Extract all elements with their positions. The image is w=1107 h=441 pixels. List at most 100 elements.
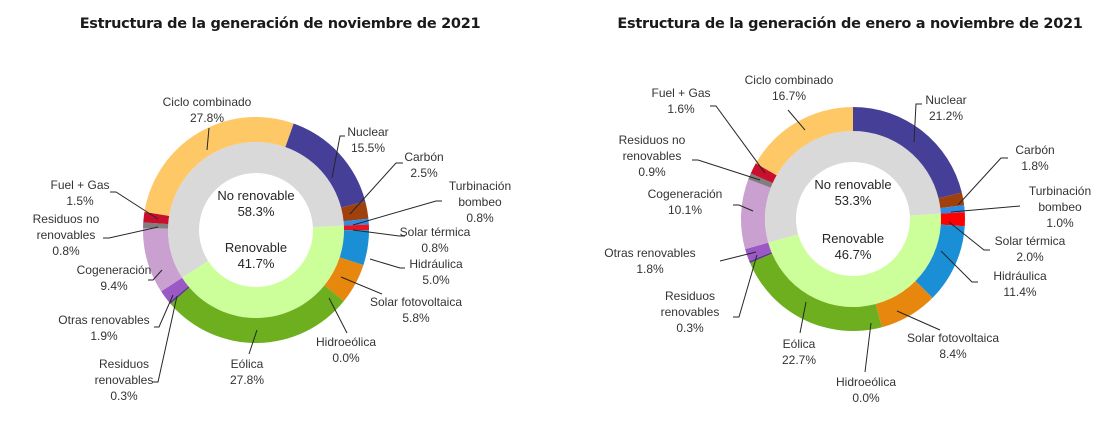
label-value: 1.0%	[1046, 216, 1074, 230]
leader-line-ciclo-combinado	[787, 109, 806, 131]
label-value: 9.4%	[100, 279, 128, 293]
data-label-solar-termica: Solar térmica 2.0%	[995, 234, 1066, 264]
slice-otras-renovables	[745, 242, 772, 262]
inner-label-no-renovable: No renovable	[814, 177, 891, 192]
donut-chart-january-november: Estructura de la generación de enero a n…	[604, 16, 1091, 405]
slice-residuos-no-renovables	[143, 222, 169, 229]
label-name: Solar térmica	[400, 225, 471, 239]
slice-residuos-renovables	[169, 286, 190, 304]
label-name: Carbón	[1015, 143, 1054, 157]
label-name: Residuos	[99, 357, 149, 371]
data-label-ciclo-combinado: Ciclo combinado 16.7%	[745, 73, 834, 103]
label-value: 21.2%	[929, 109, 963, 123]
data-label-residuos-renovables: Residuos renovables 0.3%	[95, 357, 154, 403]
label-value: 16.7%	[772, 89, 806, 103]
label-value: 1.8%	[1021, 159, 1049, 173]
label-value: 8.4%	[939, 347, 967, 361]
label-name: renovables	[95, 373, 154, 387]
data-label-nuclear: Nuclear 21.2%	[925, 93, 966, 123]
slice-hidraulica	[339, 230, 369, 266]
label-name: bombeo	[458, 195, 502, 209]
label-value: 2.0%	[1016, 250, 1044, 264]
slice-otras-renovables	[161, 277, 189, 303]
data-labels: Nuclear 15.5% Carbón 2.5% Turbinación bombeo 0…	[33, 95, 511, 403]
inner-label-renovable: Renovable	[822, 231, 884, 246]
leader-line-eolica	[248, 329, 258, 355]
inner-value-renovable: 46.7%	[835, 247, 872, 262]
label-name: renovables	[37, 228, 96, 242]
data-label-residuos-no-renovables: Residuos no renovables 0.8%	[33, 212, 100, 258]
leader-line-turbinacion-bombeo	[950, 205, 1021, 213]
inner-label-no-renovable: No renovable	[217, 188, 294, 203]
leader-line-fuel-plus-gas	[110, 191, 159, 220]
label-value: 22.7%	[782, 353, 816, 367]
slice-solar-termica	[940, 212, 966, 227]
leader-line-solar-fotovoltaica	[896, 310, 941, 331]
leader-line-solar-termica	[948, 221, 990, 251]
leader-line-residuos-no-renovables	[103, 226, 159, 239]
leader-line-nuclear	[913, 103, 922, 143]
data-labels: Nuclear 21.2% Carbón 1.8% Turbinación bombeo 1…	[604, 73, 1091, 405]
label-name: Residuos	[665, 289, 715, 303]
label-name: renovables	[661, 305, 720, 319]
label-value: 0.8%	[466, 211, 494, 225]
label-value: 5.0%	[422, 273, 450, 287]
slice-residuos-no-renovables	[748, 173, 773, 188]
label-name: Otras renovables	[58, 313, 149, 327]
leader-line-residuos-renovables	[733, 254, 758, 318]
outer-ring	[741, 107, 966, 331]
data-label-eolica: Eólica 27.8%	[230, 357, 264, 387]
data-label-eolica: Eólica 22.7%	[782, 337, 816, 367]
leader-line-carbon	[957, 157, 1008, 206]
leader-line-residuos-no-renovables	[692, 159, 761, 181]
leader-line-hidroeolica	[328, 297, 348, 334]
label-value: 1.8%	[636, 262, 664, 276]
data-label-turbinacion-bombeo: Turbinación bombeo 0.8%	[449, 179, 511, 225]
label-value: 0.0%	[852, 391, 880, 405]
leader-line-cogeneracion	[148, 269, 163, 281]
inner-slice-no-renovable	[168, 141, 344, 278]
label-name: Fuel + Gas	[50, 178, 109, 192]
label-value: 1.9%	[90, 329, 118, 343]
data-label-hidraulica: Hidráulica 5.0%	[409, 257, 463, 287]
data-label-carbon: Carbón 2.5%	[404, 150, 443, 180]
leader-line-fuel-plus-gas	[710, 105, 766, 174]
data-label-solar-fotovoltaica: Solar fotovoltaica 8.4%	[907, 331, 999, 361]
data-label-ciclo-combinado: Ciclo combinado 27.8%	[163, 95, 252, 125]
label-value: 0.8%	[52, 244, 80, 258]
inner-ring	[168, 141, 344, 318]
data-label-turbinacion-bombeo: Turbinación bombeo 1.0%	[1029, 184, 1091, 230]
slice-fuel-plus-gas	[750, 163, 777, 184]
slice-hidraulica	[915, 224, 965, 298]
label-name: Nuclear	[925, 93, 966, 107]
inner-label-renovable: Renovable	[225, 240, 287, 255]
slice-nuclear	[285, 123, 366, 208]
data-label-fuel-plus-gas: Fuel + Gas 1.5%	[50, 178, 109, 208]
inner-slice-renovable	[182, 225, 344, 318]
label-value: 0.0%	[332, 351, 360, 365]
slice-carbon	[938, 192, 965, 209]
label-value: 0.8%	[421, 241, 449, 255]
leader-line-nuclear	[331, 135, 345, 179]
data-label-cogeneracion: Cogeneración 10.1%	[648, 187, 723, 217]
label-value: 27.8%	[230, 373, 264, 387]
label-name: Eólica	[783, 337, 816, 351]
leader-line-solar-termica	[352, 229, 405, 237]
inner-value-renovable: 41.7%	[238, 256, 275, 271]
label-name: Solar fotovoltaica	[370, 295, 462, 309]
label-value: 27.8%	[190, 111, 224, 125]
label-name: Turbinación	[1029, 184, 1091, 198]
leader-line-eolica	[799, 301, 807, 334]
label-value: 0.3%	[110, 389, 138, 403]
label-name: Fuel + Gas	[651, 86, 710, 100]
slice-carbon	[341, 201, 369, 222]
data-label-hidroeolica: Hidroeólica 0.0%	[836, 375, 896, 405]
data-label-cogeneracion: Cogeneración 9.4%	[77, 263, 152, 293]
label-name: bombeo	[1038, 200, 1082, 214]
label-name: Cogeneración	[77, 263, 152, 277]
chart-title: Estructura de la generación de enero a n…	[617, 16, 1082, 32]
label-value: 10.1%	[668, 203, 702, 217]
inner-slice-renovable	[768, 213, 941, 307]
